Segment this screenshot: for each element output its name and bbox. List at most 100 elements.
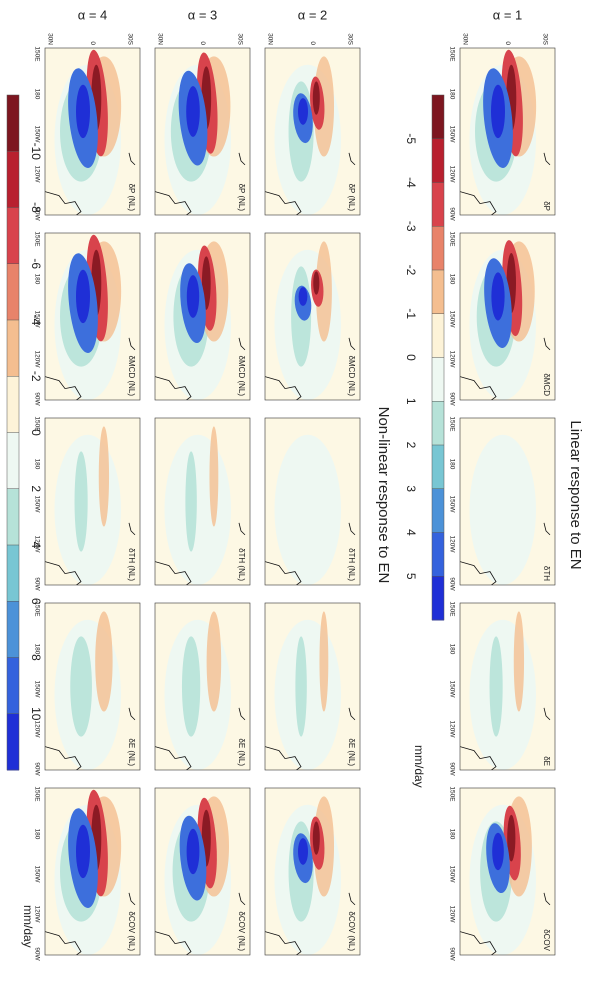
- map-field: [265, 788, 360, 955]
- row-label: α = 3: [188, 7, 218, 22]
- lon-label: 180: [33, 644, 40, 655]
- lon-label: 150W: [448, 126, 455, 144]
- coastline: [460, 522, 551, 585]
- lon-label: 150W: [33, 681, 40, 699]
- colorbar-tick-label: 1: [404, 398, 418, 405]
- field-patch: [181, 636, 201, 737]
- map-field: [45, 603, 140, 770]
- map-field: [45, 233, 140, 400]
- panel-frame: [264, 602, 361, 771]
- coastline: [460, 337, 551, 400]
- lon-label: 150E: [33, 601, 40, 617]
- lon-label: 150E: [448, 601, 455, 617]
- panel-frame: [44, 47, 141, 216]
- panel-frame: [459, 232, 556, 401]
- panel-frame: [44, 417, 141, 586]
- field-patch: [98, 426, 110, 527]
- panel-label: δTH (NL): [347, 548, 356, 581]
- panel-frame: [264, 47, 361, 216]
- field-patch: [274, 434, 341, 585]
- map-panel: [44, 602, 141, 771]
- lon-label: 90W: [448, 762, 455, 776]
- panel-frame: [459, 417, 556, 586]
- map-field: [460, 233, 555, 400]
- panel-frame: [154, 787, 251, 956]
- panel-frame: [459, 47, 556, 216]
- lon-label: 180: [33, 89, 40, 100]
- lon-label: 150W: [33, 311, 40, 329]
- field-patch: [469, 434, 536, 585]
- streak: [76, 824, 90, 879]
- streak: [312, 81, 320, 115]
- field-patch: [489, 636, 503, 737]
- panel-label: δE (NL): [347, 738, 356, 766]
- panel-frame: [264, 232, 361, 401]
- streak: [186, 86, 200, 137]
- colorbar-segment: [432, 357, 444, 402]
- colorbar-segment: [7, 601, 19, 658]
- nonlinear-title: Non-linear response to EN: [375, 407, 392, 584]
- colorbar-tick-label: -6: [29, 258, 43, 269]
- map-field: [460, 603, 555, 770]
- lon-label: 150E: [33, 416, 40, 432]
- field-patch: [74, 451, 88, 552]
- lat-label: 0: [199, 41, 206, 45]
- map-panel: [264, 417, 361, 586]
- lon-label: 120W: [33, 906, 40, 924]
- lon-label: 150W: [448, 681, 455, 699]
- figure-body: Linear response to EN Non-linear respons…: [6, 7, 584, 962]
- lon-label: 120W: [448, 536, 455, 554]
- panel-label: δMCD: [542, 373, 551, 396]
- row-label: α = 4: [78, 7, 108, 22]
- lon-label: 120W: [33, 166, 40, 184]
- colorbar-segment: [432, 445, 444, 490]
- lon-label: 180: [448, 459, 455, 470]
- panel-frame: [44, 787, 141, 956]
- panel-label: δCOV: [542, 929, 551, 951]
- coastline: [265, 152, 356, 215]
- map-panel: [44, 417, 141, 586]
- panel-frame: [154, 417, 251, 586]
- map-field: [155, 603, 250, 770]
- colorbar-tick-label: -8: [29, 202, 43, 213]
- lon-label: 90W: [33, 207, 40, 221]
- colorbar-tick-label: 10: [29, 707, 43, 721]
- colorbar-segment: [432, 401, 444, 446]
- colorbar-segment: [432, 95, 444, 140]
- row-label: α = 2: [298, 7, 328, 22]
- colorbar-tick-label: 2: [404, 442, 418, 449]
- lon-label: 150W: [33, 496, 40, 514]
- streak: [313, 271, 320, 295]
- coastline: [265, 522, 356, 585]
- lon-label: 120W: [448, 721, 455, 739]
- coastline: [155, 892, 246, 955]
- streak: [491, 272, 505, 321]
- field-patch: [315, 241, 332, 342]
- field-patch: [319, 611, 329, 712]
- lon-label: 90W: [448, 577, 455, 591]
- map-panel: [459, 417, 556, 586]
- streak: [298, 838, 308, 865]
- coastline: [460, 152, 551, 215]
- lon-label: 120W: [448, 351, 455, 369]
- lat-label: 30S: [236, 33, 243, 45]
- streak: [186, 828, 200, 875]
- panel-label: δE (NL): [127, 738, 136, 766]
- map-panel: [154, 787, 251, 956]
- lon-label: 150W: [33, 866, 40, 884]
- panel-frame: [264, 417, 361, 586]
- colorbar-tick-label: 4: [404, 529, 418, 536]
- colorbar-segment: [7, 263, 19, 321]
- lon-label: 180: [448, 274, 455, 285]
- panel-label: δTH (NL): [127, 548, 136, 581]
- colorbar-segment: [7, 151, 19, 208]
- colorbar-segment: [7, 432, 19, 490]
- map-panel: [264, 602, 361, 771]
- coastline: [155, 337, 246, 400]
- colorbar-tick-label: -4: [404, 177, 418, 188]
- panel-frame: [154, 47, 251, 216]
- map-panel: [459, 787, 556, 956]
- map-field: [460, 788, 555, 955]
- panel-label: δE: [542, 756, 551, 766]
- coastline: [460, 707, 551, 770]
